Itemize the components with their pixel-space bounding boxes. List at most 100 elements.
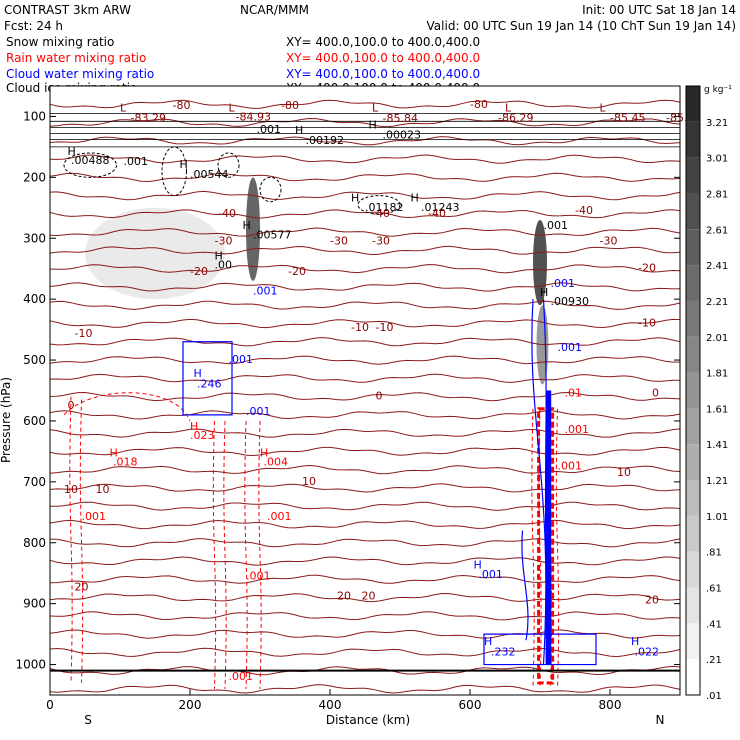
rain-contour [69, 396, 73, 683]
contour-label: .004 [264, 455, 289, 468]
colorbar-label: 2.41 [706, 261, 728, 272]
contour-label: .001 [565, 423, 590, 436]
contour-label: .001 [558, 460, 583, 473]
colorbar-swatch [686, 444, 700, 481]
contour-label: 10 [617, 466, 631, 479]
cloud-water-core [545, 390, 552, 665]
snow-shade-2 [533, 219, 547, 306]
contour-label: 20 [362, 589, 376, 602]
contour-label: -20 [638, 262, 656, 275]
colorbar-label: 3.01 [706, 154, 728, 165]
contour-label: .00544 [190, 168, 229, 181]
contour-label: -84.93 [236, 111, 271, 124]
snow-shade-1 [246, 177, 260, 281]
contour-label: -30 [330, 234, 348, 247]
isotherm-line [49, 337, 681, 347]
contour-label: .00192 [306, 134, 345, 147]
y-axis-label: Pressure (hPa) [0, 377, 13, 463]
plot-frame [49, 85, 681, 696]
isotherm-line [49, 300, 681, 310]
contour-label: .00 [215, 259, 233, 272]
cloud-ice-contour [217, 152, 240, 178]
contour-label: L [600, 102, 607, 115]
colorbar-label: 1.01 [706, 512, 728, 523]
contour-label: H [484, 635, 492, 648]
x-axis-label: Distance (km) [326, 713, 410, 727]
isotherm-line [49, 538, 681, 548]
colorbar-swatch [686, 408, 700, 445]
contour-label: H [180, 158, 188, 171]
contour-labels: -80 -80 -80 -83.29 -84.93 -85.84 -86.29 -85.45 -… [64, 98, 694, 683]
isotherm-contours [49, 99, 681, 694]
isotherm-line [49, 99, 681, 109]
x-tick-label: 200 [179, 698, 202, 712]
field-name-cloud-water: Cloud water mixing ratio [6, 67, 154, 81]
contour-label: -30 [215, 234, 233, 247]
contour-label: .001 [246, 569, 271, 582]
colorbar-label: .81 [706, 548, 722, 559]
init-time: Init: 00 UTC Sat 18 Jan 14 [582, 3, 736, 17]
contour-label: .01 [565, 387, 583, 400]
colorbar-label: 1.41 [706, 440, 728, 451]
colorbar-label: 2.61 [706, 225, 728, 236]
contour-label: -10 [638, 317, 656, 330]
contour-label: H [351, 192, 359, 205]
contour-label: L [120, 102, 127, 115]
y-tick-label: 900 [23, 597, 46, 611]
contour-label: .001 [229, 353, 254, 366]
contour-label: 0 [376, 390, 383, 403]
isotherm-line [49, 501, 681, 511]
isotherm-line [49, 483, 681, 493]
contour-label: -20 [190, 265, 208, 278]
contour-label: 20 [75, 580, 89, 593]
contour-label: .001 [229, 670, 254, 683]
plot-background [50, 86, 680, 695]
colorbar-swatch [686, 515, 700, 552]
contour-label: 10 [64, 483, 78, 496]
isotherm-line [49, 464, 681, 475]
colorbar-label: 2.21 [706, 297, 728, 308]
contour-label: -40 [575, 204, 593, 217]
contour-label: .001 [246, 405, 271, 418]
contour-label: H [110, 446, 118, 459]
cloud-ice-contour [63, 152, 117, 178]
y-tick-label: 200 [23, 170, 46, 184]
contour-label: -40 [372, 207, 390, 220]
isotherm-line [49, 428, 681, 438]
field-xy-cloud-water: XY= 400.0,100.0 to 400.0,400.0 [286, 67, 480, 81]
isotherm-line [49, 245, 681, 256]
isotherm-line [49, 117, 681, 128]
y-tick-label: 600 [23, 414, 46, 428]
contour-label: -80 [173, 99, 191, 112]
contour-label: H [411, 192, 419, 205]
x-tick-label: 400 [319, 698, 342, 712]
contour-label: 0 [652, 387, 659, 400]
contour-label: -30 [372, 234, 390, 247]
rain-contour [223, 420, 227, 689]
isotherm-line [49, 574, 681, 584]
forecast-hour: Fcst: 24 h [4, 19, 63, 33]
contour-label: .001 [478, 568, 503, 581]
field-name-rain: Rain water mixing ratio [6, 51, 146, 65]
isotherm-line [49, 647, 681, 658]
isotherm-line [49, 519, 681, 530]
contour-label: L [372, 102, 379, 115]
cloud-water-contours [182, 299, 597, 666]
contour-label: .232 [491, 645, 516, 658]
contour-label: .00023 [383, 128, 422, 141]
contour-label: -10 [351, 321, 369, 334]
contour-label: H [190, 420, 198, 433]
field-xy-snow: XY= 400.0,100.0 to 400.0,400.0 [286, 35, 480, 49]
contour-label: .018 [113, 455, 138, 468]
cloud-water-contour [521, 530, 529, 641]
isotherm-line [49, 209, 681, 219]
contour-label: .001 [253, 284, 278, 297]
x-tick-label: 0 [46, 698, 54, 712]
x-end-label-north: N [656, 713, 665, 727]
contour-label: .001 [267, 510, 292, 523]
contour-label: H [540, 286, 548, 299]
contour-label: H [631, 635, 639, 648]
contour-label: -83.29 [131, 111, 166, 124]
isotherm-line [49, 629, 681, 639]
